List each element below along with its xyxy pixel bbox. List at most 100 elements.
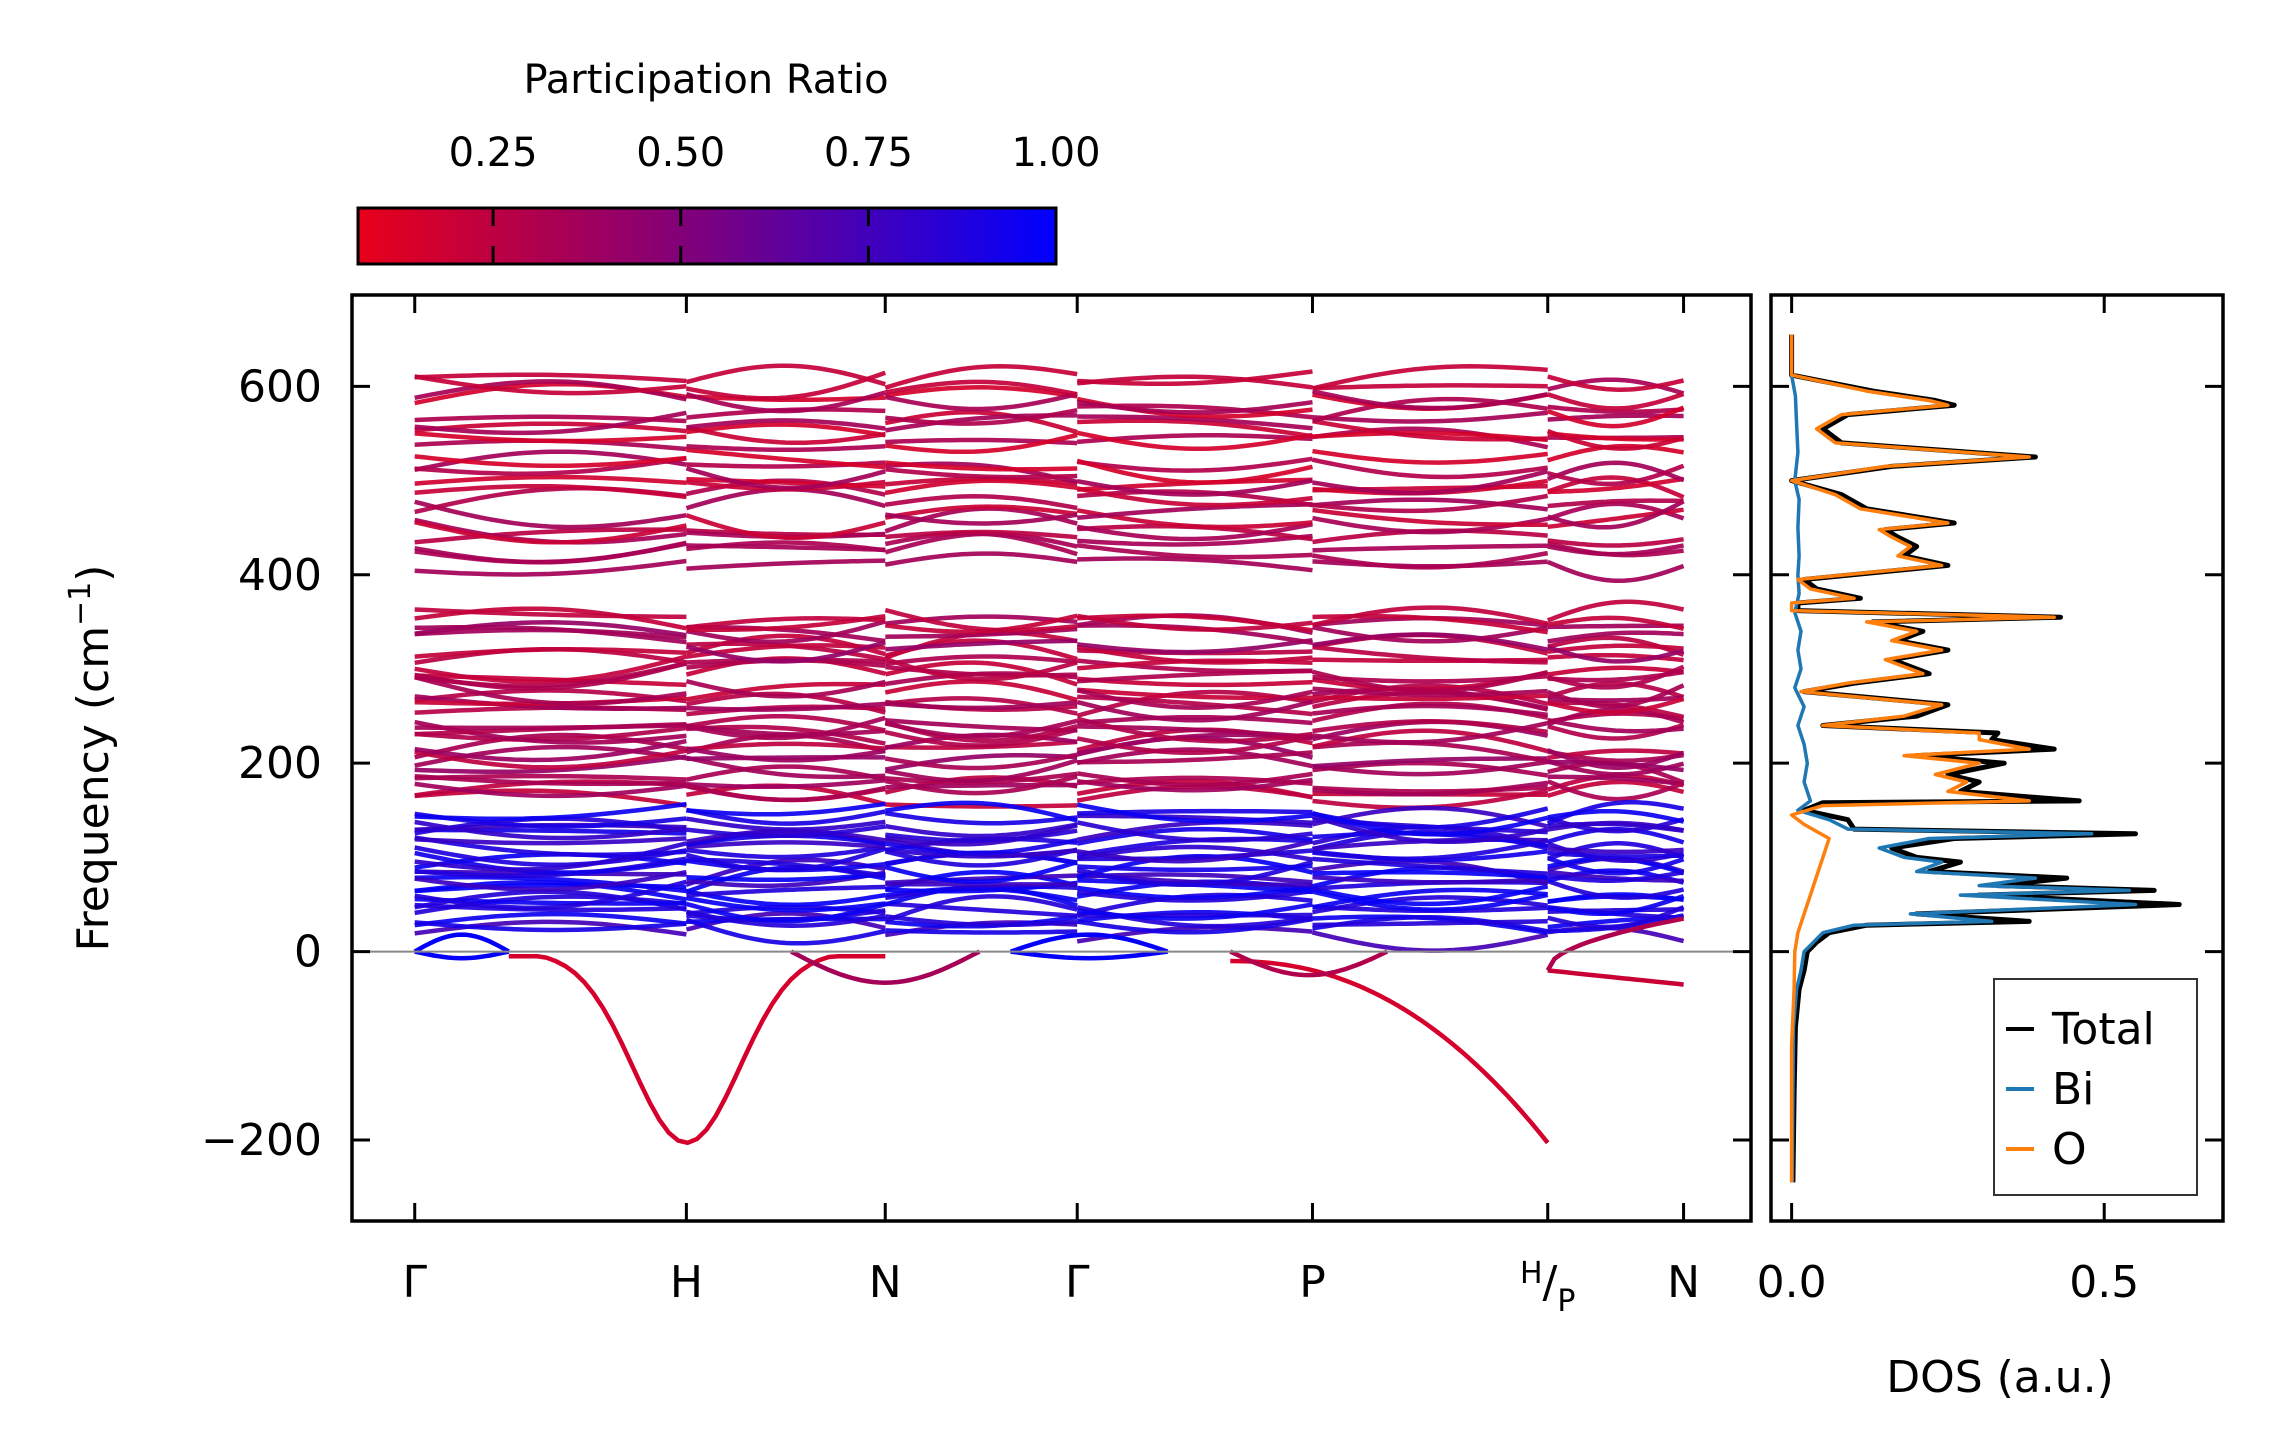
band-line: [1311, 364, 1548, 391]
band-line: [1076, 916, 1313, 935]
band-line: [414, 819, 687, 841]
band-line: [1312, 874, 1548, 885]
band-line: [884, 410, 1078, 435]
band-lines: [413, 363, 1685, 1146]
band-line: [1546, 779, 1685, 802]
band-line: [414, 723, 687, 731]
band-line: [1076, 839, 1313, 864]
band-line: [414, 431, 687, 444]
band-line: [414, 540, 687, 565]
band-line: [1077, 533, 1313, 547]
band-structure-plot: −200 0 200 400 600 Γ H N Γ P H/P N Frequency (cm−1…: [63, 293, 1753, 1319]
band-line: [414, 748, 687, 770]
soft-mode-line: [508, 954, 886, 1146]
band-line: [685, 746, 886, 763]
band-line: [414, 902, 687, 913]
band-line: [885, 654, 1078, 666]
band-line: [685, 370, 887, 401]
band-line: [685, 425, 886, 445]
band-line: [1312, 469, 1549, 496]
band-line: [1077, 714, 1313, 726]
band-line: [1076, 399, 1313, 415]
band-line: [885, 914, 1078, 928]
legend-label: Bi: [2052, 1064, 2094, 1115]
band-line: [884, 391, 1078, 412]
band-line: [1546, 428, 1685, 451]
band-line: [685, 363, 886, 387]
band-line: [686, 624, 886, 644]
band-line: [1076, 733, 1313, 756]
dos-plot-frame: [1769, 293, 2225, 1223]
dos-line-o: [1789, 334, 2056, 1183]
x-tick-label: N: [869, 1257, 902, 1308]
band-line: [1312, 644, 1548, 665]
x-tick-label: H: [670, 1257, 703, 1308]
colorbar: Participation Ratio 0.25 0.50 0.75 1.00: [356, 57, 1101, 266]
band-line: [685, 784, 886, 803]
ylabel-sup: −1: [63, 582, 98, 626]
y-tick-label: 200: [238, 738, 322, 789]
band-line: [1076, 456, 1313, 473]
band-line: [1076, 458, 1313, 485]
band-line: [1077, 414, 1313, 431]
band-line: [1312, 389, 1549, 411]
band-line: [884, 810, 1078, 826]
band-line: [1312, 719, 1549, 735]
ylabel-close: ): [68, 565, 119, 582]
band-line: [1076, 478, 1313, 497]
band-line: [1312, 759, 1549, 777]
band-line: [1547, 463, 1685, 487]
band-line: [884, 894, 1078, 924]
band-line: [414, 869, 687, 892]
band-line: [1312, 856, 1548, 876]
band-line: [686, 801, 886, 817]
band-line: [414, 558, 687, 577]
band-line: [1312, 418, 1548, 442]
soft-mode-line: [1545, 916, 1685, 972]
band-line: [884, 800, 1078, 823]
band-plot-frame: [350, 293, 1753, 1223]
band-line: [1547, 808, 1685, 824]
band-line: [414, 688, 687, 704]
legend-label: Total: [2051, 1004, 2155, 1055]
band-line: [414, 754, 687, 775]
colorbar-tick-label: 1.00: [1011, 130, 1100, 176]
dos-plot: 0.0 0.5 DOS (a.u.) Total Bi O: [1757, 293, 2225, 1403]
band-line: [1547, 643, 1684, 654]
band-line: [884, 656, 1078, 682]
x-tick-label: Γ: [1065, 1257, 1090, 1308]
band-line: [685, 679, 886, 699]
band-line: [1076, 543, 1313, 560]
band-line: [1076, 826, 1313, 846]
dos-x-tick-label: 0.5: [2069, 1257, 2139, 1308]
colorbar-tick-label: 0.50: [636, 130, 725, 176]
band-line: [1547, 846, 1684, 855]
band-line: [884, 679, 1078, 703]
colorbar-label: Participation Ratio: [523, 57, 888, 103]
band-line: [685, 487, 886, 511]
band-line: [1076, 522, 1313, 542]
band-line: [1076, 613, 1313, 632]
soft-mode-line: [1009, 932, 1169, 954]
band-line: [1547, 855, 1685, 876]
band-line: [885, 638, 1078, 652]
band-line: [1547, 893, 1685, 917]
band-line: [1547, 615, 1685, 631]
band-line: [1077, 489, 1313, 508]
band-line: [1312, 410, 1548, 424]
y-tick-label: 600: [238, 361, 322, 412]
soft-mode-line: [790, 949, 981, 985]
band-line: [1547, 717, 1684, 734]
band-line: [686, 824, 886, 839]
band-line: [414, 654, 687, 684]
band-line: [414, 499, 687, 530]
band-line: [685, 846, 886, 873]
band-line: [884, 379, 1078, 397]
band-line: [1547, 431, 1684, 442]
legend-label: O: [2052, 1124, 2087, 1175]
y-tick-label: −200: [201, 1115, 322, 1166]
band-line: [1547, 878, 1685, 900]
band-line: [1547, 759, 1684, 773]
band-line: [414, 454, 687, 469]
